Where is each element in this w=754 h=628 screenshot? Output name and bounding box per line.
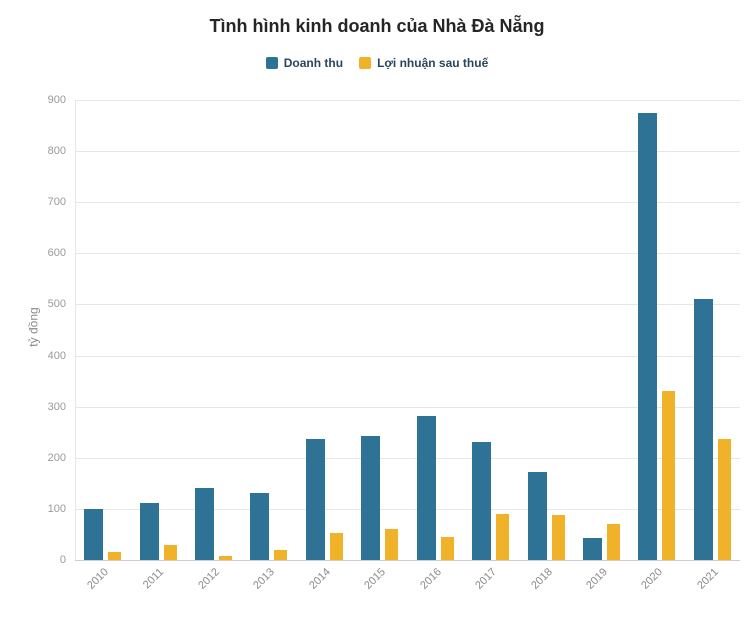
doanh-thu-bar (693, 299, 713, 560)
loi-nhuan-bar (662, 391, 676, 560)
x-axis-label: 2011 (141, 566, 167, 592)
legend-swatch-doanh-thu (265, 57, 278, 69)
y-tick-label: 600 (47, 247, 66, 260)
doanh-thu-bar (416, 415, 436, 560)
x-axis-label: 2021 (694, 566, 721, 592)
doanh-thu-bar (305, 439, 325, 560)
x-axis-label: 2012 (196, 566, 223, 592)
y-tick-label: 200 (47, 451, 66, 464)
loi-nhuan-bar (329, 533, 343, 560)
legend-item-loi-nhuan[interactable]: Lợi nhuận sau thuế (359, 56, 488, 70)
doanh-thu-bar (84, 508, 104, 560)
doanh-thu-bar (250, 492, 270, 560)
loi-nhuan-bar (551, 515, 565, 560)
legend: Doanh thu Lợi nhuận sau thuế (0, 56, 754, 70)
gridline (75, 253, 740, 255)
x-axis-line (75, 560, 740, 561)
y-tick-label: 900 (47, 94, 66, 106)
x-axis-label: 2015 (362, 566, 389, 592)
loi-nhuan-bar (717, 439, 731, 560)
y-tick-label: 500 (47, 298, 66, 311)
gridline (75, 151, 740, 153)
gridline (75, 304, 740, 306)
doanh-thu-bar (195, 488, 215, 560)
y-tick-label: 800 (47, 145, 66, 158)
doanh-thu-bar (527, 472, 547, 560)
legend-label-doanh-thu: Doanh thu (283, 56, 344, 70)
doanh-thu-bar (638, 112, 658, 560)
legend-label-loi-nhuan: Lợi nhuận sau thuế (377, 56, 489, 70)
gridline (75, 457, 740, 459)
x-axis-label: 2010 (85, 566, 112, 592)
loi-nhuan-bar (163, 544, 177, 560)
loi-nhuan-bar (108, 551, 122, 560)
y-axis-line (75, 100, 76, 560)
gridline (75, 355, 740, 357)
loi-nhuan-bar (274, 549, 288, 560)
y-tick-label: 0 (59, 554, 66, 566)
x-axis-label: 2017 (473, 566, 500, 592)
gridline (75, 202, 740, 204)
x-axis-label: 2016 (417, 566, 444, 592)
loi-nhuan-bar (496, 514, 510, 560)
legend-swatch-loi-nhuan (359, 57, 372, 69)
loi-nhuan-bar (606, 524, 620, 560)
x-axis-label: 2019 (584, 566, 610, 592)
doanh-thu-bar (361, 435, 381, 560)
doanh-thu-bar (139, 502, 159, 560)
chart-title: Tình hình kinh doanh của Nhà Đà Nẵng (209, 16, 545, 36)
gridline (75, 508, 740, 510)
x-axis-label: 2014 (307, 566, 333, 592)
y-tick-label: 100 (47, 502, 66, 515)
x-axis-label: 2018 (528, 566, 555, 592)
gridline (75, 406, 740, 408)
gridline (75, 100, 740, 101)
loi-nhuan-bar (219, 555, 233, 560)
doanh-thu-bar (472, 442, 492, 560)
legend-item-doanh-thu[interactable]: Doanh thu (265, 56, 344, 70)
loi-nhuan-bar (385, 529, 399, 560)
doanh-thu-bar (582, 538, 602, 560)
y-tick-label: 400 (47, 349, 66, 362)
x-axis-label: 2020 (639, 566, 666, 592)
y-tick-label: 700 (47, 196, 66, 209)
y-tick-label: 300 (47, 400, 66, 413)
loi-nhuan-bar (440, 537, 454, 560)
x-axis-label: 2013 (251, 566, 278, 592)
